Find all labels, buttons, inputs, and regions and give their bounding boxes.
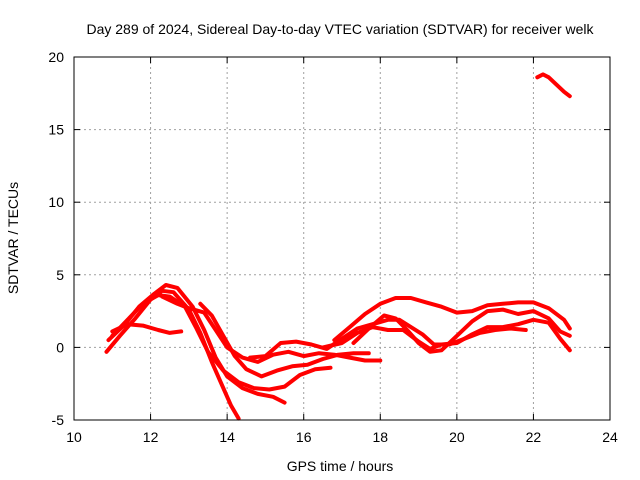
y-tick-label: 15	[48, 122, 64, 138]
x-tick-label: 18	[372, 429, 388, 445]
series-track-k	[535, 72, 572, 99]
x-tick-label: 12	[143, 429, 159, 445]
series-track-j	[351, 307, 572, 354]
series-track-f	[198, 301, 371, 379]
y-axis-label: SDTVAR / TECUs	[5, 182, 21, 294]
axis-ticks: 10 12 14 16 18 20 22 24 -5 0 5 10 15 20	[48, 49, 618, 445]
grid	[74, 57, 610, 420]
series-track-c	[110, 293, 333, 392]
y-tick-label: 20	[48, 49, 64, 65]
x-tick-label: 16	[296, 429, 312, 445]
x-tick-label: 22	[526, 429, 542, 445]
x-tick-label: 14	[219, 429, 235, 445]
x-tick-label: 10	[66, 429, 82, 445]
x-tick-label: 24	[602, 429, 618, 445]
series-group	[104, 72, 572, 421]
x-tick-label: 20	[449, 429, 465, 445]
series-track-a	[104, 288, 241, 421]
series-track-h	[332, 296, 572, 343]
series-track-d	[110, 322, 184, 335]
plot-frame	[73, 56, 611, 421]
y-tick-label: 0	[56, 339, 64, 355]
y-tick-label: -5	[52, 412, 65, 428]
y-tick-label: 5	[56, 267, 64, 283]
y-tick-label: 10	[48, 194, 64, 210]
chart-title: Day 289 of 2024, Sidereal Day-to-day VTE…	[86, 21, 594, 37]
x-axis-label: GPS time / hours	[287, 458, 394, 474]
